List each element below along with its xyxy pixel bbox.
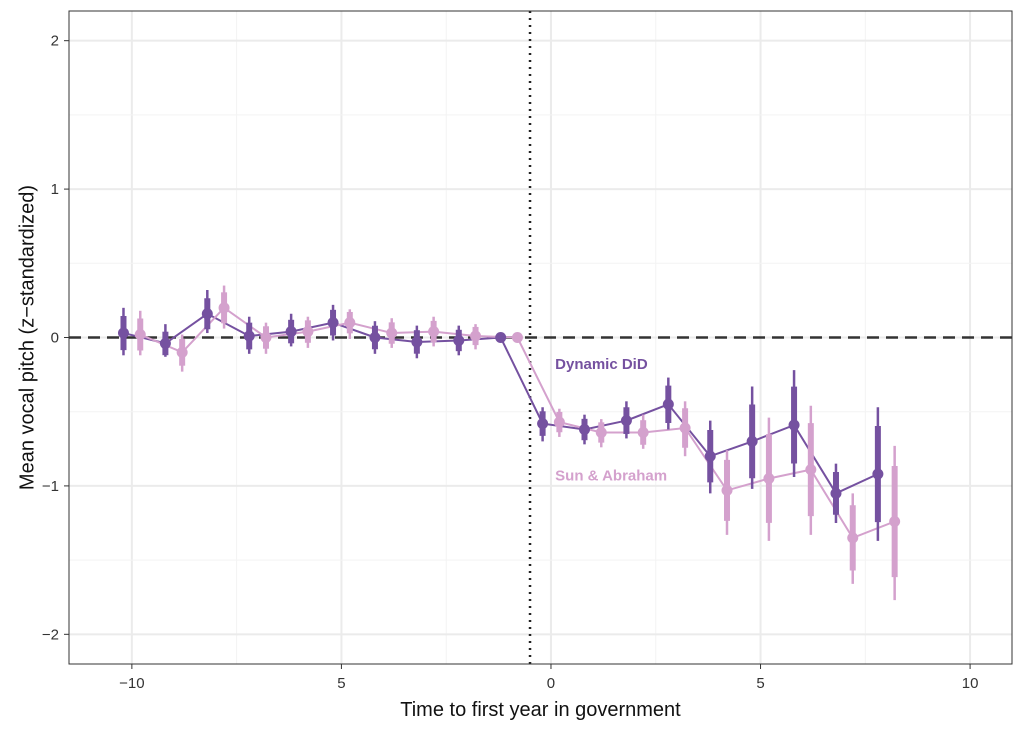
y-tick-label: −1 <box>42 478 59 495</box>
y-axis-ticks: −2 −1 0 1 2 <box>42 33 69 643</box>
dynamic-did-point <box>537 418 549 430</box>
y-tick-label: 0 <box>51 330 59 347</box>
dynamic-did-point <box>201 308 213 320</box>
sun-abraham-point <box>805 464 817 476</box>
dynamic-did-point <box>453 334 465 346</box>
x-tick-label: 5 <box>756 675 764 692</box>
dynamic-did-point <box>830 487 842 499</box>
x-tick-label: 5 <box>337 675 345 692</box>
x-tick-label: 0 <box>547 675 555 692</box>
y-axis-title: Mean vocal pitch (z−standardized) <box>16 185 38 490</box>
dynamic-did-point <box>411 336 423 348</box>
sun-abraham-point <box>847 532 859 544</box>
series-label: Dynamic DiD <box>555 356 648 373</box>
dynamic-did-point <box>495 332 507 343</box>
dynamic-did-point <box>327 317 339 329</box>
sun-abraham-point <box>679 422 691 434</box>
sun-abraham-point <box>344 317 356 329</box>
series-label: Sun & Abraham <box>555 468 667 485</box>
dynamic-did-point <box>285 326 297 338</box>
sun-abraham-point <box>889 516 901 528</box>
sun-abraham-point <box>637 426 649 438</box>
sun-abraham-point <box>470 330 482 342</box>
dynamic-did-point <box>662 398 674 410</box>
dynamic-did-point <box>117 327 129 339</box>
sun-abraham-point <box>260 332 272 343</box>
x-tick-label: −10 <box>119 675 144 692</box>
y-tick-label: 1 <box>51 181 59 198</box>
dynamic-did-point <box>788 419 800 431</box>
sun-abraham-point <box>763 472 775 484</box>
dynamic-did-point <box>872 468 884 480</box>
sun-abraham-point <box>176 346 188 358</box>
sun-abraham-point <box>721 484 733 496</box>
sun-abraham-point <box>511 332 523 343</box>
x-axis-title: Time to first year in government <box>400 699 681 721</box>
annotations: Dynamic DiD Sun & Abraham <box>555 356 667 484</box>
dynamic-did-point <box>704 450 716 462</box>
dynamic-did-point <box>620 415 632 427</box>
sun-abraham-point <box>595 426 607 438</box>
sun-abraham-point <box>218 302 230 314</box>
reference-lines <box>69 11 1012 664</box>
dynamic-did-point <box>243 330 255 342</box>
dynamic-did-point <box>159 337 171 349</box>
sun-abraham-point <box>302 326 314 338</box>
sun-abraham-point <box>134 329 146 341</box>
sun-abraham-point <box>386 327 398 339</box>
y-tick-label: 2 <box>51 33 59 50</box>
points <box>117 302 901 544</box>
x-tick-label: 10 <box>962 675 979 692</box>
sun-abraham-point <box>428 326 440 338</box>
x-axis-ticks: −10 5 0 5 10 <box>119 664 978 692</box>
dynamic-did-point <box>746 435 758 447</box>
dynamic-did-point <box>579 424 591 436</box>
sun-abraham-point <box>553 416 565 428</box>
y-tick-label: −2 <box>42 626 59 643</box>
dynamic-did-point <box>369 332 381 343</box>
